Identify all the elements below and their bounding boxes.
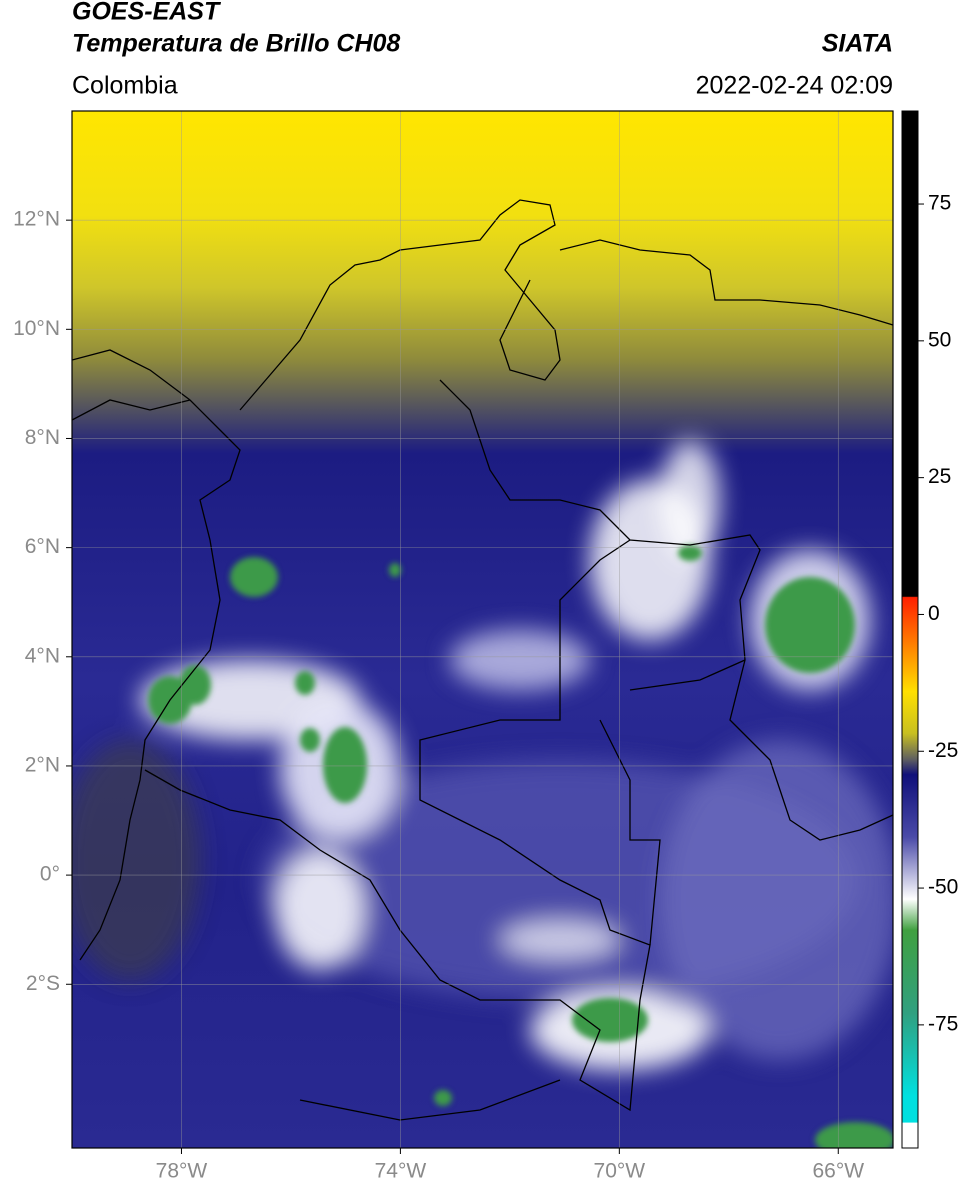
x-tick-label: 74°W [375, 1160, 427, 1183]
y-tick-label: 4°N [25, 644, 60, 667]
colorbar [901, 110, 919, 1149]
cold-cloud-tops [148, 545, 893, 1148]
x-tick-label: 70°W [594, 1160, 646, 1183]
x-tick-label: 66°W [812, 1160, 864, 1183]
y-tick-label: 0° [40, 863, 60, 886]
coastlines-borders [72, 199, 893, 1121]
graticule [72, 111, 893, 1148]
colorbar-tick-label: 50 [928, 328, 951, 351]
y-tick-label: 12°N [13, 208, 60, 231]
satellite-image [72, 111, 893, 1148]
y-tick-label: 2°N [25, 753, 60, 776]
datetime: 2022-02-24 02:09 [696, 72, 893, 100]
subtitle: Temperatura de Brillo CH08 [72, 30, 400, 58]
x-tick-label: 78°W [156, 1160, 208, 1183]
plot-frame [71, 110, 894, 1149]
title: GOES-EAST [72, 0, 222, 26]
colorbar-tick-label: -50 [928, 876, 958, 899]
y-tick-label: 2°S [26, 972, 60, 995]
y-tick-label: 8°N [25, 426, 60, 449]
colorbar-tick-label: -75 [928, 1012, 958, 1035]
colorbar-tick-label: 25 [928, 465, 951, 488]
source: SIATA [822, 30, 893, 58]
colorbar-tick-label: 0 [928, 602, 940, 625]
y-tick-label: 10°N [13, 317, 60, 340]
colorbar-tick-label: -25 [928, 739, 958, 762]
region: Colombia [72, 72, 178, 100]
colorbar-tick-label: 75 [928, 192, 951, 215]
y-tick-label: 6°N [25, 535, 60, 558]
